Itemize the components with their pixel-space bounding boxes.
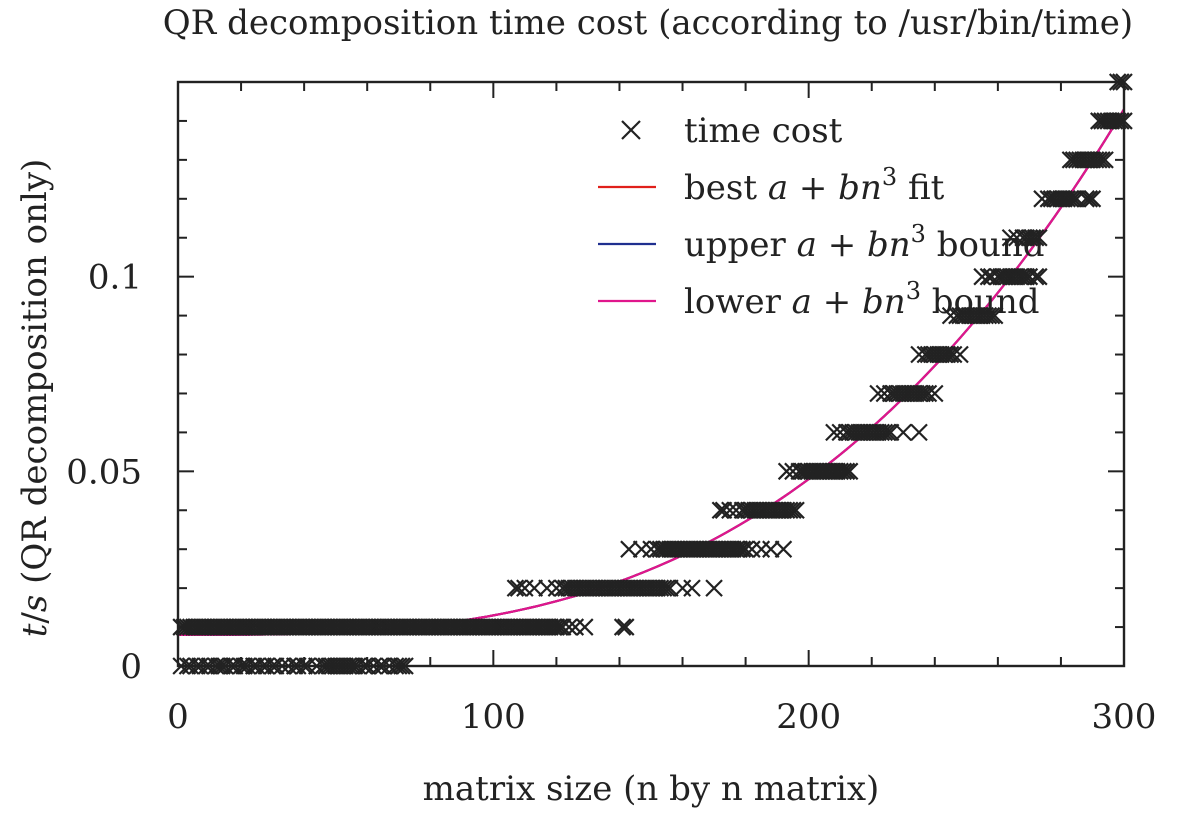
data-point xyxy=(784,501,802,520)
data-point xyxy=(506,579,525,597)
data-point xyxy=(1093,151,1111,169)
y-tick-label: 0.1 xyxy=(88,258,142,298)
x-tick-label: 200 xyxy=(776,697,841,737)
data-point xyxy=(576,618,594,636)
data-point xyxy=(1083,190,1102,208)
x-axis-label: matrix size (n by n matrix) xyxy=(423,769,880,809)
legend-marker-icon xyxy=(621,120,641,140)
data-point xyxy=(910,423,928,442)
data-point xyxy=(913,384,931,403)
data-point xyxy=(547,618,566,636)
data-point xyxy=(926,384,944,403)
data-point xyxy=(1014,267,1032,286)
data-point xyxy=(825,423,843,442)
data-point xyxy=(894,423,913,442)
data-point xyxy=(721,501,739,520)
data-point xyxy=(985,306,1004,325)
data-markers xyxy=(172,73,1133,675)
data-point xyxy=(875,423,894,442)
y-axis-label: t/s (QR decomposition only) xyxy=(15,159,55,638)
data-point xyxy=(714,501,733,520)
data-point xyxy=(1077,190,1095,208)
data-point xyxy=(869,384,887,403)
data-point xyxy=(1080,190,1099,208)
data-point xyxy=(654,579,673,597)
data-point xyxy=(616,618,635,636)
data-point xyxy=(620,540,638,558)
y-tick-label: 0.05 xyxy=(66,452,142,492)
data-point xyxy=(1112,112,1130,130)
data-point xyxy=(762,540,780,558)
data-point xyxy=(777,462,796,481)
data-point xyxy=(1061,190,1080,208)
data-point xyxy=(878,423,897,442)
x-tick-label: 300 xyxy=(1092,697,1157,737)
plot-frame xyxy=(176,80,1126,668)
data-point xyxy=(657,579,676,597)
legend-label: upper a + bn3 bound xyxy=(684,220,1045,265)
data-point xyxy=(1001,228,1020,247)
data-point xyxy=(979,306,998,325)
data-point xyxy=(560,618,578,636)
data-point xyxy=(1030,267,1048,286)
data-point xyxy=(661,579,679,597)
data-point xyxy=(736,540,755,558)
legend-label: lower a + bn3 bound xyxy=(684,277,1040,322)
x-tick-label: 100 xyxy=(461,697,526,737)
data-point xyxy=(840,462,859,481)
data-point xyxy=(711,501,730,520)
data-point xyxy=(538,579,556,597)
data-point xyxy=(752,540,771,558)
legend-label: time cost xyxy=(684,111,843,151)
data-point xyxy=(673,579,692,597)
axis-ticks xyxy=(177,81,1125,667)
data-point xyxy=(730,540,749,558)
data-point xyxy=(1089,151,1108,169)
data-point xyxy=(780,501,799,520)
tick-labels: 0 100 200 300 0 0.05 0.1 xyxy=(66,258,1156,737)
data-point xyxy=(982,306,1001,325)
legend-label: best a + bn3 fit xyxy=(684,163,945,208)
data-point xyxy=(705,579,723,597)
data-point xyxy=(774,540,793,558)
legend: time cost best a + bn3 fit upper a + bn3 b… xyxy=(598,111,1045,322)
x-tick-label: 0 xyxy=(167,697,189,737)
data-point xyxy=(919,384,938,403)
data-point xyxy=(938,345,957,364)
chart-title: QR decomposition time cost (according to… xyxy=(163,3,1133,43)
data-point xyxy=(1096,151,1114,169)
data-point xyxy=(613,618,632,636)
data-point xyxy=(553,618,572,636)
data-point xyxy=(837,462,856,481)
data-point xyxy=(509,579,528,597)
data-point xyxy=(525,579,544,597)
data-point xyxy=(951,345,969,364)
y-tick-label: 0 xyxy=(120,647,142,687)
data-point xyxy=(1026,228,1045,247)
data-point xyxy=(944,345,963,364)
data-point xyxy=(1030,228,1048,247)
data-point xyxy=(787,501,805,520)
data-point xyxy=(1064,190,1083,208)
data-point xyxy=(683,579,701,597)
data-point xyxy=(1026,267,1045,286)
data-point xyxy=(1023,228,1042,247)
data-point xyxy=(632,540,651,558)
data-point xyxy=(834,462,853,481)
data-point xyxy=(881,423,900,442)
